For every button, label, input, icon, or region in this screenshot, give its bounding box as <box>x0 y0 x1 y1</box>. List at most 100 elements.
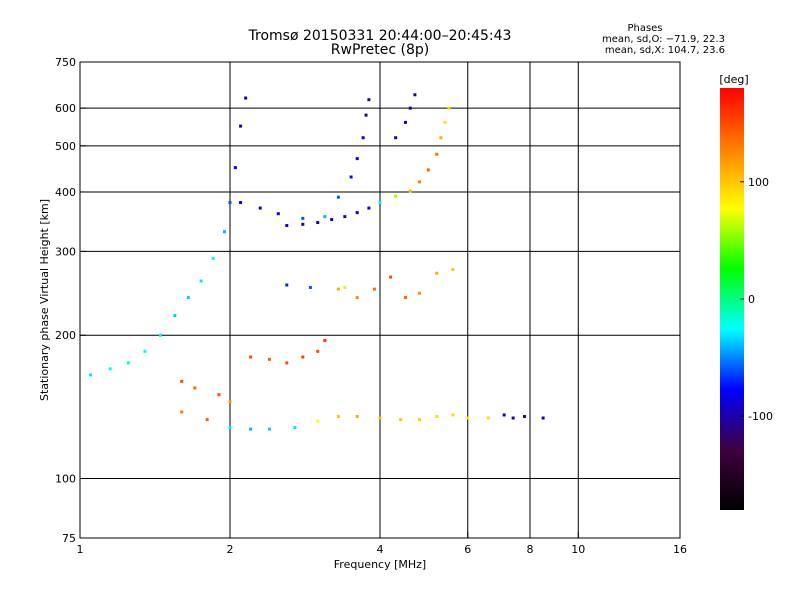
data-point <box>308 285 312 289</box>
data-point <box>378 416 382 420</box>
x-tick-label: 8 <box>527 543 534 556</box>
y-tick-label: 100 <box>55 473 76 486</box>
data-point <box>186 296 190 300</box>
data-point <box>426 168 430 172</box>
data-point <box>193 386 197 390</box>
data-point <box>258 206 262 210</box>
data-point <box>180 379 184 383</box>
data-point <box>403 120 407 124</box>
data-point <box>205 418 209 422</box>
y-tick-label: 200 <box>55 329 76 342</box>
data-point <box>343 215 347 219</box>
x-tick-label: 6 <box>464 543 471 556</box>
chart-title: Tromsø 20150331 20:44:00–20:45:43 <box>248 28 512 44</box>
data-point <box>417 180 421 184</box>
data-point <box>541 416 545 420</box>
data-points <box>89 93 545 431</box>
y-tick-label: 500 <box>55 140 76 153</box>
data-point <box>301 222 305 226</box>
data-point <box>367 98 371 102</box>
data-point <box>228 400 232 404</box>
data-point <box>451 413 455 417</box>
y-axis-label: Stationary phase Virtual Height [km] <box>38 199 51 401</box>
data-point <box>330 218 334 222</box>
data-point <box>367 206 371 210</box>
data-point <box>413 93 417 97</box>
colorbar-tick-label: 0 <box>748 293 755 306</box>
data-point <box>316 419 320 423</box>
data-point <box>336 414 340 418</box>
data-point <box>249 355 253 359</box>
data-point <box>180 410 184 414</box>
data-point <box>249 427 253 431</box>
data-point <box>217 393 221 397</box>
data-point <box>439 136 443 140</box>
data-point <box>211 256 215 260</box>
data-point <box>285 361 289 365</box>
data-point <box>316 349 320 353</box>
x-tick-label: 2 <box>227 543 234 556</box>
data-point <box>408 189 412 193</box>
data-point <box>158 333 162 337</box>
data-point <box>399 418 403 422</box>
data-point <box>285 224 289 228</box>
data-point <box>435 271 439 275</box>
data-point <box>233 166 237 170</box>
x-tick-label: 16 <box>673 543 687 556</box>
data-point <box>511 416 515 420</box>
legend-line-o: mean, sd,O: −71.9, 22.3 <box>602 34 725 45</box>
data-point <box>223 230 227 234</box>
data-point <box>349 175 353 179</box>
data-point <box>502 413 506 417</box>
data-point <box>293 425 297 429</box>
x-tick-label: 4 <box>377 543 384 556</box>
data-point <box>364 113 368 117</box>
data-point <box>143 349 147 353</box>
data-point <box>355 296 359 300</box>
data-point <box>355 157 359 161</box>
colorbar-tick-label: 100 <box>748 176 769 189</box>
data-point <box>316 221 320 225</box>
y-tick-label: 300 <box>55 245 76 258</box>
x-tick-label: 1 <box>77 543 84 556</box>
data-point <box>244 96 248 100</box>
data-point <box>173 314 177 318</box>
data-point <box>89 373 93 377</box>
data-point <box>378 201 382 205</box>
legend-heading: Phases <box>627 23 662 34</box>
data-point <box>343 285 347 289</box>
x-axis-label: Frequency [MHz] <box>334 558 426 571</box>
data-point <box>486 416 490 420</box>
data-point <box>523 414 527 418</box>
data-point <box>394 194 398 198</box>
legend-line-x: mean, sd,X: 104.7, 23.6 <box>605 45 725 56</box>
data-point <box>394 136 398 140</box>
data-point <box>199 279 203 283</box>
data-point <box>108 367 112 371</box>
y-tick-label: 400 <box>55 186 76 199</box>
x-tick-label: 10 <box>571 543 585 556</box>
data-point <box>389 275 393 279</box>
data-point <box>447 106 451 110</box>
data-point <box>267 427 271 431</box>
colorbar-ticks: 100 0 -100 <box>740 176 773 423</box>
data-point <box>228 425 232 429</box>
y-tick-label: 600 <box>55 102 76 115</box>
data-point <box>301 355 305 359</box>
data-point <box>301 216 305 220</box>
data-point <box>355 211 359 215</box>
axes: 1 2 4 6 8 10 16 75 100 200 300 400 500 600 750 <box>55 56 687 556</box>
data-point <box>126 361 130 365</box>
data-point <box>466 416 470 420</box>
data-point <box>285 283 289 287</box>
data-point <box>239 201 243 205</box>
chart-subtitle: RwPretec (8p) <box>331 42 429 58</box>
data-point <box>417 291 421 295</box>
y-tick-label: 750 <box>55 56 76 69</box>
data-point <box>239 124 243 128</box>
data-point <box>373 287 377 291</box>
data-point <box>361 136 365 140</box>
data-point <box>451 267 455 271</box>
data-point <box>443 120 447 124</box>
